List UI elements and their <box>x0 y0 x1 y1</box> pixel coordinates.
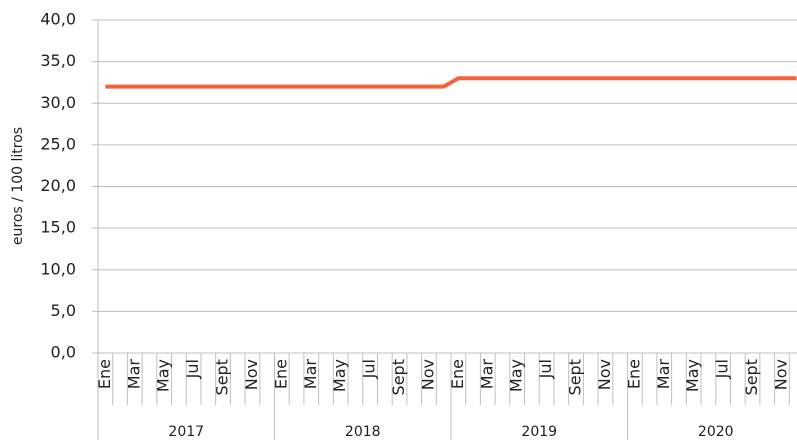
x-tick-label: Sept <box>566 359 585 395</box>
x-tick-label: May <box>330 359 349 392</box>
x-tick-label: Jul <box>360 359 379 379</box>
x-tick-label: Jul <box>713 359 732 379</box>
year-label: 2019 <box>521 424 557 440</box>
x-tick-label: Sept <box>213 359 232 395</box>
x-tick-label: May <box>154 359 173 392</box>
x-tick-label: Mar <box>654 359 673 390</box>
y-tick-label: 25,0 <box>40 134 76 153</box>
x-tick-label: May <box>683 359 702 392</box>
y-tick-label: 40,0 <box>40 10 76 29</box>
y-tick-label: 0,0 <box>51 343 76 362</box>
line-series <box>105 76 797 89</box>
x-tick-label: Ene <box>624 359 643 389</box>
x-tick-label: May <box>507 359 526 392</box>
y-tick-label: 10,0 <box>40 259 76 278</box>
x-tick-label: Nov <box>771 359 790 390</box>
x-tick-label: Nov <box>242 359 261 390</box>
x-tick-label: Ene <box>271 359 290 389</box>
y-tick-label: 15,0 <box>40 218 76 237</box>
x-tick-label: Ene <box>448 359 467 389</box>
x-tick-label: Nov <box>418 359 437 390</box>
x-tick-label: Mar <box>477 359 496 390</box>
y-axis-label: euros / 100 litros <box>10 127 26 245</box>
x-tick-label: Sept <box>742 359 761 395</box>
x-tick-label: Nov <box>595 359 614 390</box>
year-label: 2020 <box>698 424 734 440</box>
x-tick-label: Sept <box>389 359 408 395</box>
x-tick-label: Jul <box>183 359 202 379</box>
y-tick-label: 35,0 <box>40 51 76 70</box>
x-tick-label: Jul <box>536 359 555 379</box>
y-tick-label: 5,0 <box>51 301 76 320</box>
year-label: 2018 <box>345 424 381 440</box>
y-tick-label: 30,0 <box>40 93 76 112</box>
year-label: 2017 <box>168 424 204 440</box>
x-tick-label: Mar <box>301 359 320 390</box>
x-tick-label: Mar <box>124 359 143 390</box>
y-tick-label: 20,0 <box>40 176 76 195</box>
x-tick-label: Ene <box>95 359 114 389</box>
